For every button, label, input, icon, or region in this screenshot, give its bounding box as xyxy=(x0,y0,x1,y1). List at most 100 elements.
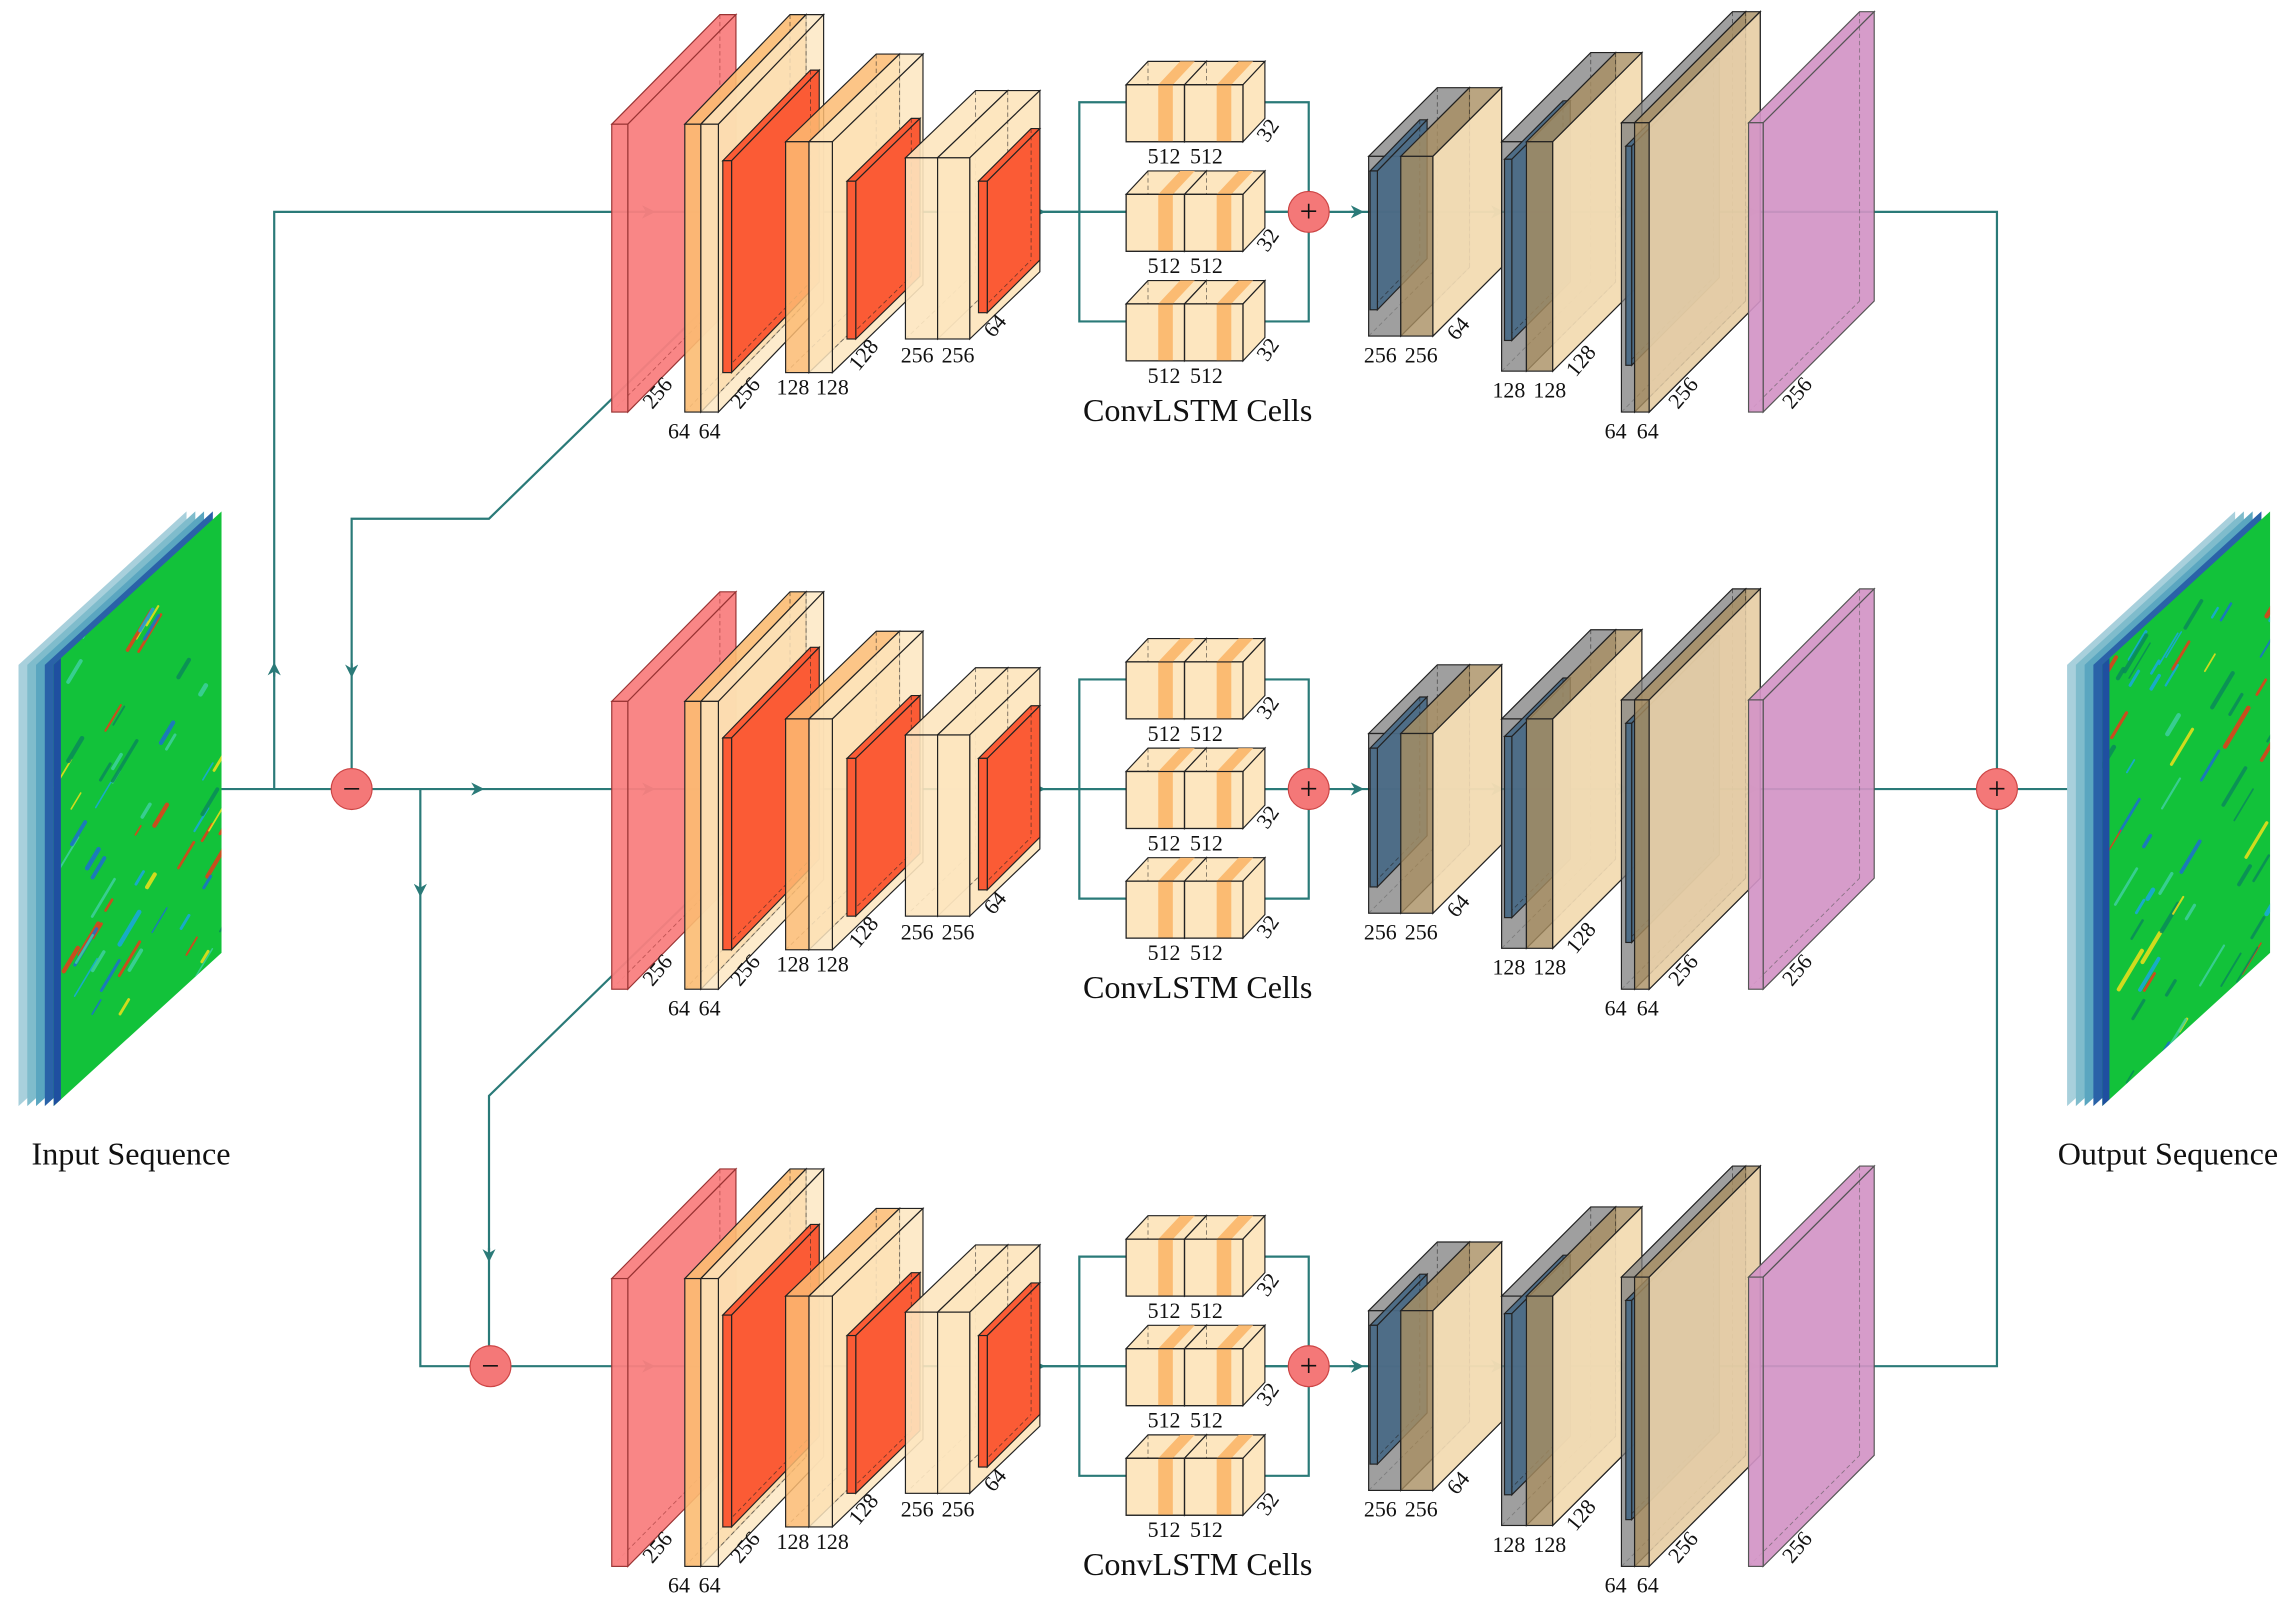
dimension-label: 512 xyxy=(1190,363,1223,388)
cell-stripe xyxy=(1216,638,1254,662)
front-face xyxy=(904,1311,939,1494)
dimension-label: 64 xyxy=(1637,418,1659,443)
sequence-frame-front xyxy=(53,511,222,1107)
front-face xyxy=(846,757,857,917)
front-face xyxy=(1503,158,1513,342)
front-face xyxy=(684,700,702,990)
operator-circle xyxy=(1975,768,2018,811)
front-face xyxy=(1400,732,1434,914)
image-feature xyxy=(91,950,106,973)
dimension-label: 64 xyxy=(699,1573,721,1598)
image-feature xyxy=(171,1047,191,1079)
front-face xyxy=(846,1334,857,1494)
image-feature xyxy=(138,607,155,633)
add-operator: + xyxy=(1287,1345,1330,1388)
image-feature xyxy=(2268,609,2271,623)
image-feature xyxy=(198,683,209,697)
cell-stripe xyxy=(1216,771,1232,829)
operator-symbol: − xyxy=(343,770,361,806)
front-face xyxy=(1633,1276,1650,1567)
image-feature xyxy=(2263,958,2271,1001)
dimension-label: 512 xyxy=(1148,830,1181,855)
image-feature xyxy=(69,820,88,847)
front-face xyxy=(1525,718,1554,949)
cell-stripe xyxy=(1216,881,1232,939)
image-feature xyxy=(2233,788,2254,822)
image-feature xyxy=(2110,711,2129,740)
hidden-edge xyxy=(1748,300,1860,413)
front-face xyxy=(1125,880,1186,939)
front-face xyxy=(1125,303,1186,362)
row-1-to-row-2-residual-line xyxy=(350,287,727,769)
operator-symbol: + xyxy=(1988,770,2006,806)
image-feature xyxy=(2179,839,2202,874)
cell-stripe xyxy=(1216,303,1232,361)
cell-stripe xyxy=(1158,303,1173,361)
image-feature xyxy=(2210,671,2235,710)
dimension-label: 128 xyxy=(1533,955,1566,980)
dimension-label: 64 xyxy=(1605,1573,1627,1598)
image-feature xyxy=(145,872,157,890)
image-feature xyxy=(104,704,122,732)
image-feature xyxy=(2165,631,2183,659)
image-feature xyxy=(61,945,80,974)
cell-stripe xyxy=(1158,1348,1173,1406)
cell-stripe xyxy=(1216,61,1254,85)
image-feature xyxy=(176,657,192,680)
front-face xyxy=(1400,155,1434,337)
image-feature xyxy=(2128,642,2151,679)
dimension-label: 256 xyxy=(942,342,975,367)
sequence-images xyxy=(18,511,2271,1107)
add-operator: + xyxy=(1287,768,1330,811)
image-feature xyxy=(200,787,220,817)
cell-stripe xyxy=(1216,1239,1232,1297)
operator-symbol: + xyxy=(1300,193,1318,229)
dimension-label: 512 xyxy=(1190,253,1223,278)
dimension-label: 512 xyxy=(1148,253,1181,278)
dimension-label: 512 xyxy=(1148,940,1181,965)
front-face xyxy=(937,157,971,340)
hidden-edge xyxy=(846,275,912,340)
cell-stripe xyxy=(1158,661,1173,719)
side-face xyxy=(1762,10,1875,414)
image-feature xyxy=(137,613,163,653)
image-feature xyxy=(2169,727,2195,766)
image-feature xyxy=(2115,666,2126,681)
image-feature xyxy=(118,998,131,1016)
image-feature xyxy=(202,874,213,890)
operator-circle xyxy=(1287,1345,1330,1388)
image-feature xyxy=(2172,895,2185,915)
front-face xyxy=(684,123,702,413)
cell-stripe xyxy=(1158,748,1195,772)
image-feature xyxy=(104,898,114,912)
side-face xyxy=(1648,587,1761,991)
front-face xyxy=(1125,770,1186,830)
image-feature xyxy=(2184,903,2197,921)
cell-cube xyxy=(1183,169,1267,253)
front-face xyxy=(977,1334,988,1468)
hidden-edge xyxy=(846,1430,912,1494)
cell-stripe xyxy=(1158,1325,1195,1349)
dimension-label: 512 xyxy=(1148,144,1181,169)
image-feature xyxy=(2128,669,2141,687)
front-face xyxy=(722,1314,733,1528)
subtract-operator-row-2: − xyxy=(330,768,373,811)
cell-stripe xyxy=(1216,1458,1232,1516)
front-face xyxy=(1747,122,1764,413)
dimension-label: 64 xyxy=(1605,418,1627,443)
cell-stripe xyxy=(1216,661,1232,719)
image-feature xyxy=(66,735,85,764)
front-face xyxy=(1525,141,1554,372)
front-face xyxy=(611,700,629,990)
hidden-edge xyxy=(846,853,912,917)
